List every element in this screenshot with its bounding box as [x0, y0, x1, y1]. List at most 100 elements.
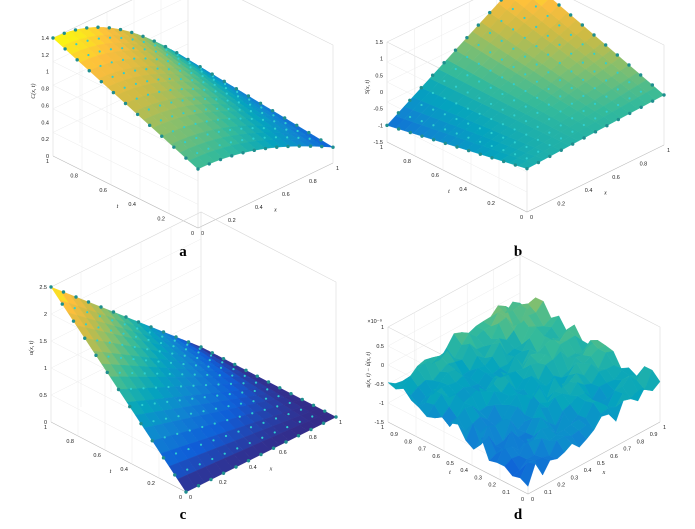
data-marker: [212, 78, 215, 81]
z-tick-label: 1: [380, 57, 383, 63]
z-axis-label: u(x, t): [28, 341, 35, 355]
data-marker: [133, 57, 136, 60]
data-marker: [489, 51, 492, 54]
data-marker: [525, 145, 528, 149]
data-marker: [616, 71, 619, 74]
data-marker: [177, 57, 180, 60]
data-marker: [218, 157, 223, 162]
data-marker: [237, 430, 240, 433]
grid-line: [50, 211, 202, 422]
z-axis-label: u(x, t) − û(x, t): [365, 352, 372, 388]
data-marker: [157, 360, 160, 363]
data-marker: [174, 452, 178, 455]
data-marker: [523, 55, 527, 58]
x-tick-label: 0.8: [309, 435, 317, 441]
data-marker: [536, 125, 539, 128]
data-marker: [73, 28, 78, 32]
z-tick-label: 0.5: [376, 344, 384, 350]
data-marker: [628, 81, 631, 84]
data-marker: [323, 409, 327, 413]
data-marker: [164, 417, 168, 420]
data-marker: [490, 156, 494, 160]
data-marker: [455, 132, 458, 135]
data-marker: [216, 107, 219, 110]
data-marker: [249, 426, 253, 429]
data-marker: [420, 119, 423, 123]
data-marker: [513, 153, 517, 156]
data-marker: [213, 83, 216, 86]
x-tick-label: 0: [189, 495, 192, 501]
data-marker: [488, 10, 492, 15]
data-marker: [123, 323, 126, 326]
panel-label-a: a: [179, 244, 187, 260]
data-marker: [158, 104, 162, 107]
data-marker: [558, 79, 562, 82]
data-marker: [334, 415, 338, 419]
x-tick-label: 0: [530, 215, 533, 221]
data-marker: [183, 126, 186, 129]
data-marker: [272, 114, 275, 117]
data-marker: [604, 62, 608, 65]
t-tick-label: 0.6: [93, 453, 101, 459]
data-marker: [210, 351, 214, 355]
t-tick-label: 0: [521, 497, 524, 503]
t-tick-label: 0: [191, 231, 194, 237]
x-tick-label: 0.4: [584, 468, 592, 474]
data-marker: [122, 72, 125, 75]
data-marker: [178, 69, 182, 72]
data-marker: [144, 57, 147, 60]
data-marker: [184, 156, 188, 160]
data-marker: [238, 415, 241, 418]
data-marker: [286, 136, 289, 139]
data-marker: [465, 35, 469, 40]
data-marker: [524, 89, 527, 93]
data-marker: [297, 144, 301, 148]
data-marker: [512, 47, 515, 50]
data-marker: [466, 107, 470, 110]
data-marker: [202, 81, 205, 84]
t-axis-label: t: [117, 204, 119, 210]
data-marker: [236, 90, 239, 93]
z-axis-label: C(x, t): [30, 83, 37, 98]
data-marker: [246, 459, 251, 463]
data-marker: [477, 62, 480, 65]
data-marker: [650, 99, 655, 103]
data-marker: [512, 83, 515, 86]
data-marker: [534, 5, 538, 8]
t-tick-label: 0.5: [446, 461, 454, 467]
data-marker: [478, 152, 483, 156]
data-marker: [307, 130, 311, 135]
data-marker: [408, 98, 412, 102]
data-marker: [111, 90, 116, 95]
z-tick-label: -1.5: [375, 420, 384, 426]
data-marker: [110, 61, 113, 64]
t-tick-label: 0.8: [66, 439, 74, 445]
data-marker: [261, 111, 264, 115]
data-marker: [189, 412, 193, 415]
data-marker: [559, 148, 563, 152]
data-marker: [524, 73, 527, 76]
data-marker: [225, 92, 228, 95]
t-tick-label: 0.6: [431, 173, 439, 179]
data-marker: [277, 395, 280, 398]
data-marker: [163, 436, 166, 439]
data-marker: [513, 163, 518, 167]
x-tick-label: 0.6: [279, 450, 287, 456]
data-marker: [116, 387, 121, 392]
data-marker: [288, 401, 291, 405]
data-marker: [189, 66, 192, 69]
grid-line: [573, 0, 665, 145]
data-marker: [213, 422, 216, 425]
data-marker: [319, 138, 323, 142]
data-marker: [285, 128, 288, 131]
data-marker: [216, 118, 220, 121]
data-marker: [129, 387, 133, 390]
data-marker: [263, 136, 266, 139]
data-marker: [195, 136, 198, 140]
data-marker: [183, 354, 186, 357]
data-marker: [161, 456, 166, 460]
data-marker: [196, 167, 200, 171]
data-marker: [173, 339, 176, 342]
data-marker: [99, 305, 103, 309]
x-tick-label: 0.4: [255, 205, 263, 211]
